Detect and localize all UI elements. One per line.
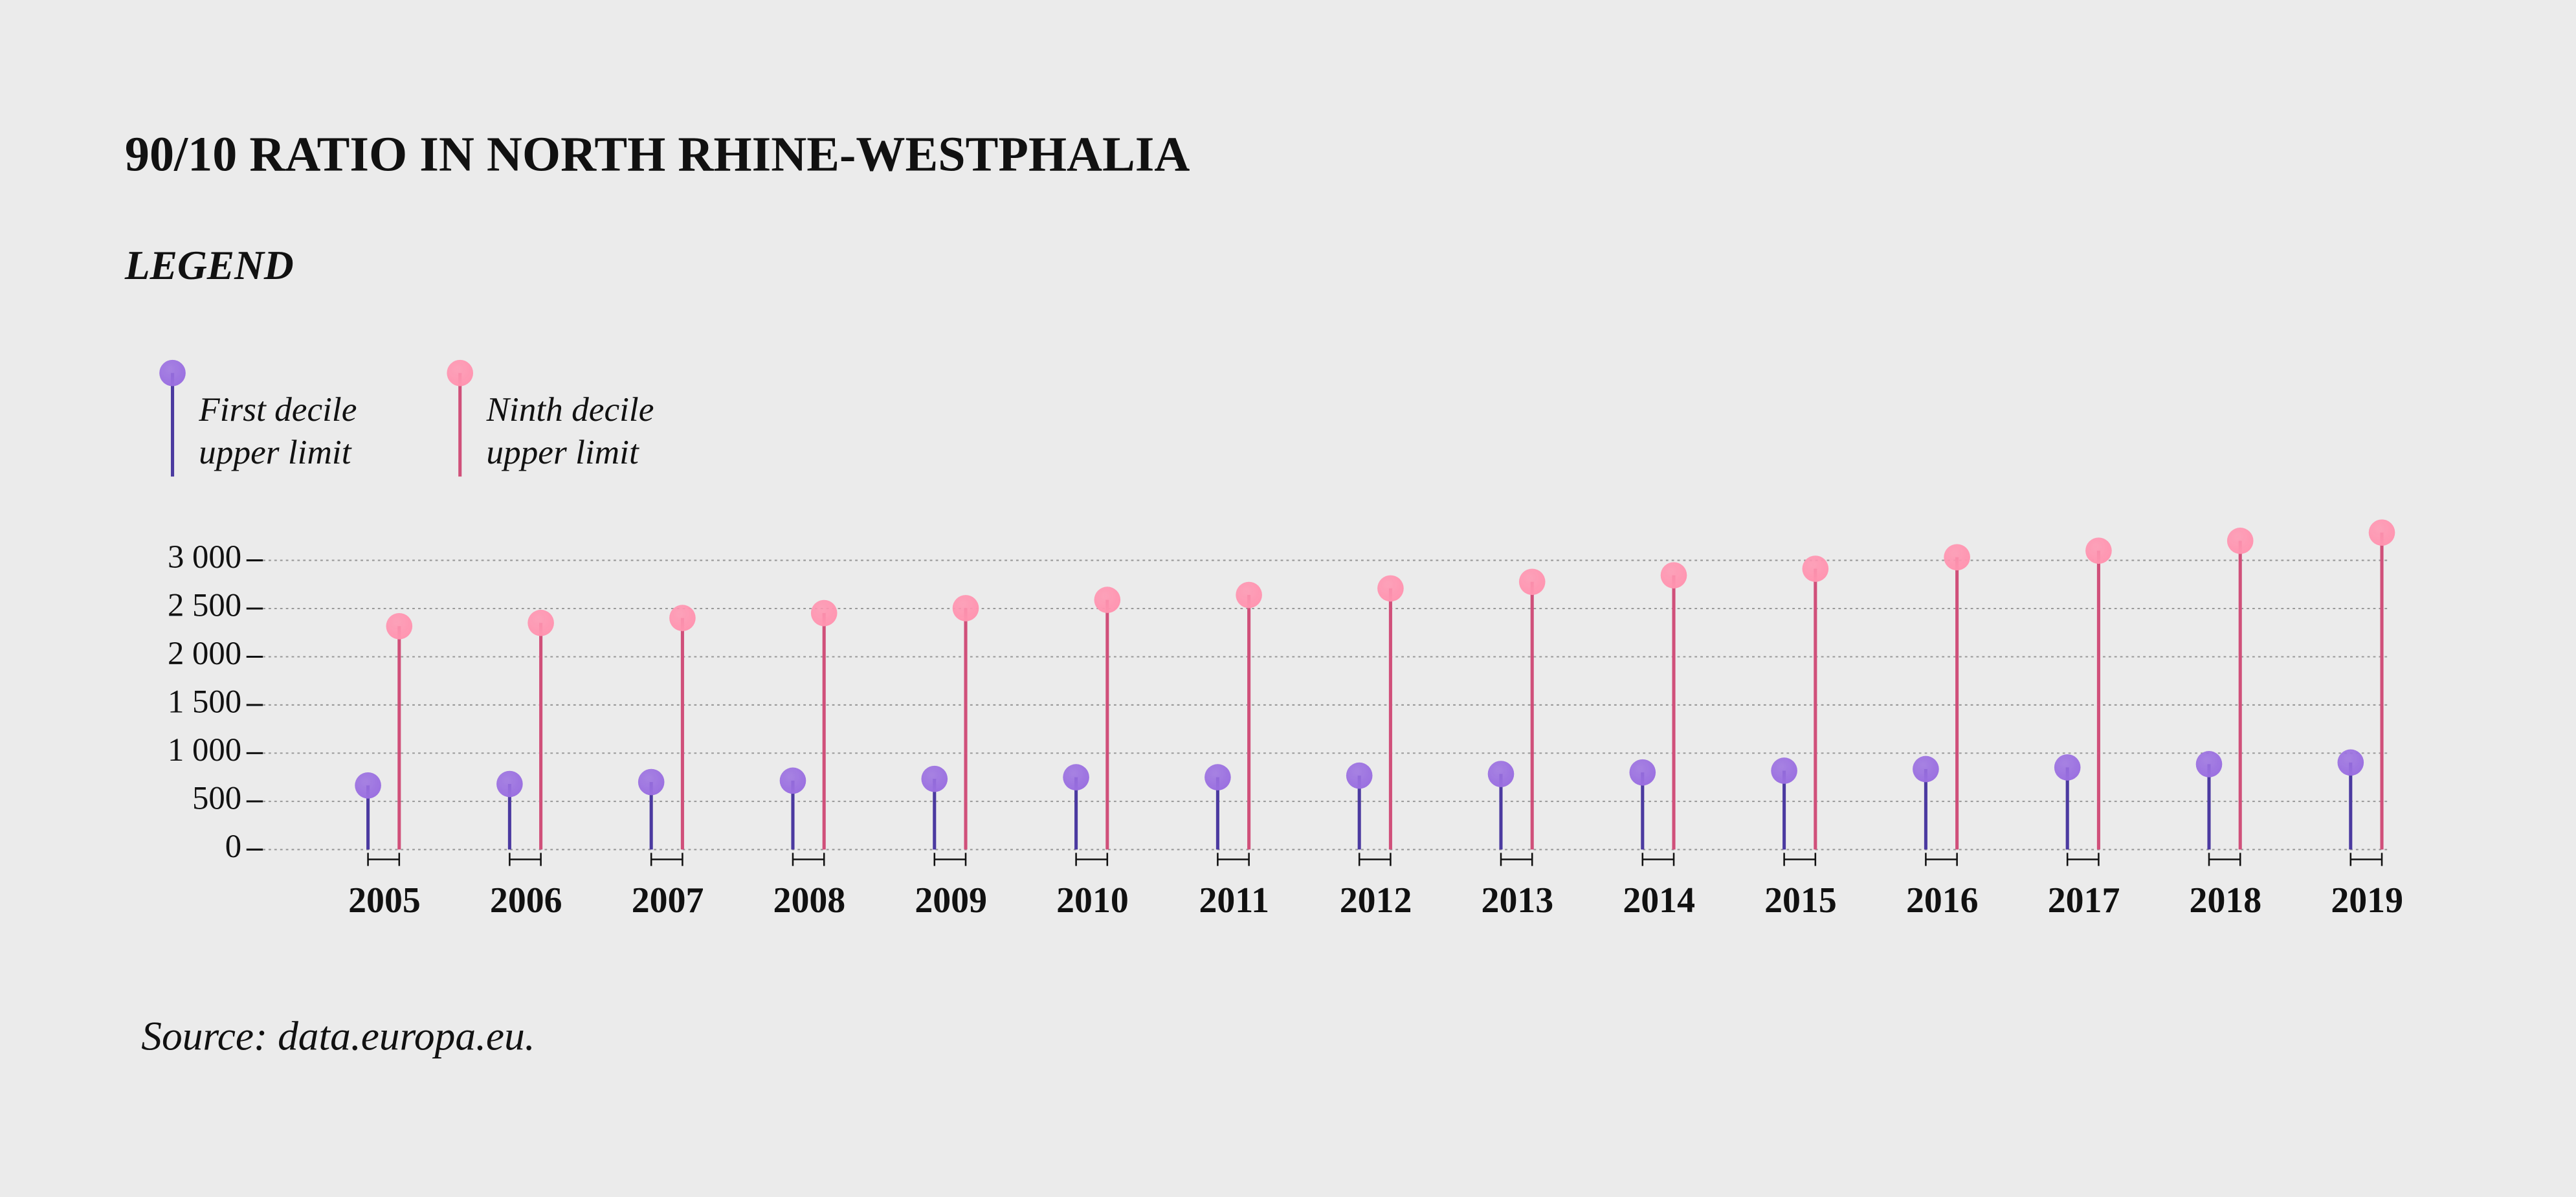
dot xyxy=(1802,555,1829,582)
dot xyxy=(952,595,979,621)
x-bracket xyxy=(2208,853,2241,866)
dot xyxy=(921,765,948,792)
dot xyxy=(1660,562,1687,588)
dot xyxy=(1063,764,1089,790)
x-tick-label: 2018 xyxy=(2190,880,2262,921)
dot xyxy=(2368,519,2395,546)
x-bracket xyxy=(1217,853,1250,866)
legend-label: Ninth decile upper limit xyxy=(486,389,654,472)
y-tick-label: 3 000 xyxy=(168,539,241,575)
x-bracket xyxy=(1925,853,1958,866)
x-tick-label: 2008 xyxy=(773,880,846,921)
dot xyxy=(386,612,413,640)
dot xyxy=(1913,755,1939,783)
x-bracket xyxy=(1783,853,1817,866)
dot xyxy=(638,768,665,796)
x-bracket xyxy=(1641,853,1675,866)
dot xyxy=(810,599,838,627)
legend-title: LEGEND xyxy=(124,242,294,288)
source: Source: data.europa.eu. xyxy=(141,1012,535,1058)
x-tick-label: 2017 xyxy=(2048,880,2120,921)
x-bracket xyxy=(1500,853,1533,866)
dot xyxy=(1346,762,1373,789)
dot xyxy=(2337,749,2364,776)
dot xyxy=(2195,751,2223,777)
dot xyxy=(355,772,381,799)
dot xyxy=(669,605,696,631)
dot xyxy=(496,770,523,798)
x-bracket xyxy=(792,853,825,866)
dot xyxy=(1771,757,1797,784)
dot xyxy=(2085,537,2112,564)
x-tick-label: 2015 xyxy=(1764,880,1837,921)
dot xyxy=(1518,568,1546,596)
x-tick-label: 2012 xyxy=(1340,880,1412,921)
x-bracket xyxy=(367,853,401,866)
dot xyxy=(1944,544,1970,571)
x-tick-label: 2005 xyxy=(348,880,421,921)
y-tick-label: 2 500 xyxy=(168,587,241,623)
dot xyxy=(1094,587,1121,613)
x-bracket xyxy=(650,853,683,866)
dot xyxy=(779,767,806,794)
legend-label: First decile upper limit xyxy=(199,389,357,472)
x-tick-label: 2006 xyxy=(490,880,562,921)
x-tick-label: 2019 xyxy=(2331,880,2403,921)
y-tick-label: 500 xyxy=(192,780,241,816)
x-bracket xyxy=(509,853,542,866)
dot xyxy=(527,609,554,636)
x-bracket xyxy=(933,853,967,866)
x-tick-label: 2013 xyxy=(1482,880,1554,921)
legend-label-box: Ninth decile upper limit xyxy=(486,389,654,472)
x-bracket xyxy=(2349,853,2383,866)
dot xyxy=(1377,575,1404,602)
dot xyxy=(2226,528,2254,554)
y-tick-label: 2 000 xyxy=(168,635,241,671)
x-bracket xyxy=(1358,853,1392,866)
dot xyxy=(2054,754,2081,781)
legend-dot xyxy=(159,359,186,386)
y-tick-label: 0 xyxy=(225,828,241,864)
x-tick-label: 2007 xyxy=(632,880,704,921)
x-bracket xyxy=(2066,853,2100,866)
x-tick-label: 2010 xyxy=(1056,880,1129,921)
x-tick-label: 2016 xyxy=(1906,880,1979,921)
chart-title: 90/10 RATIO IN NORTH RHINE-WESTPHALIA xyxy=(125,128,1190,182)
dot xyxy=(1629,759,1656,786)
dot xyxy=(1205,764,1231,790)
dot xyxy=(1487,761,1515,787)
x-tick-label: 2011 xyxy=(1199,880,1269,921)
dot xyxy=(1236,581,1262,609)
legend-dot xyxy=(447,359,474,386)
y-tick-label: 1 000 xyxy=(168,732,241,768)
legend-label-box: First decile upper limit xyxy=(199,389,357,472)
y-tick-label: 1 500 xyxy=(168,684,241,720)
x-bracket xyxy=(1075,853,1109,866)
x-tick-label: 2009 xyxy=(915,880,987,921)
x-tick-label: 2014 xyxy=(1623,880,1695,921)
